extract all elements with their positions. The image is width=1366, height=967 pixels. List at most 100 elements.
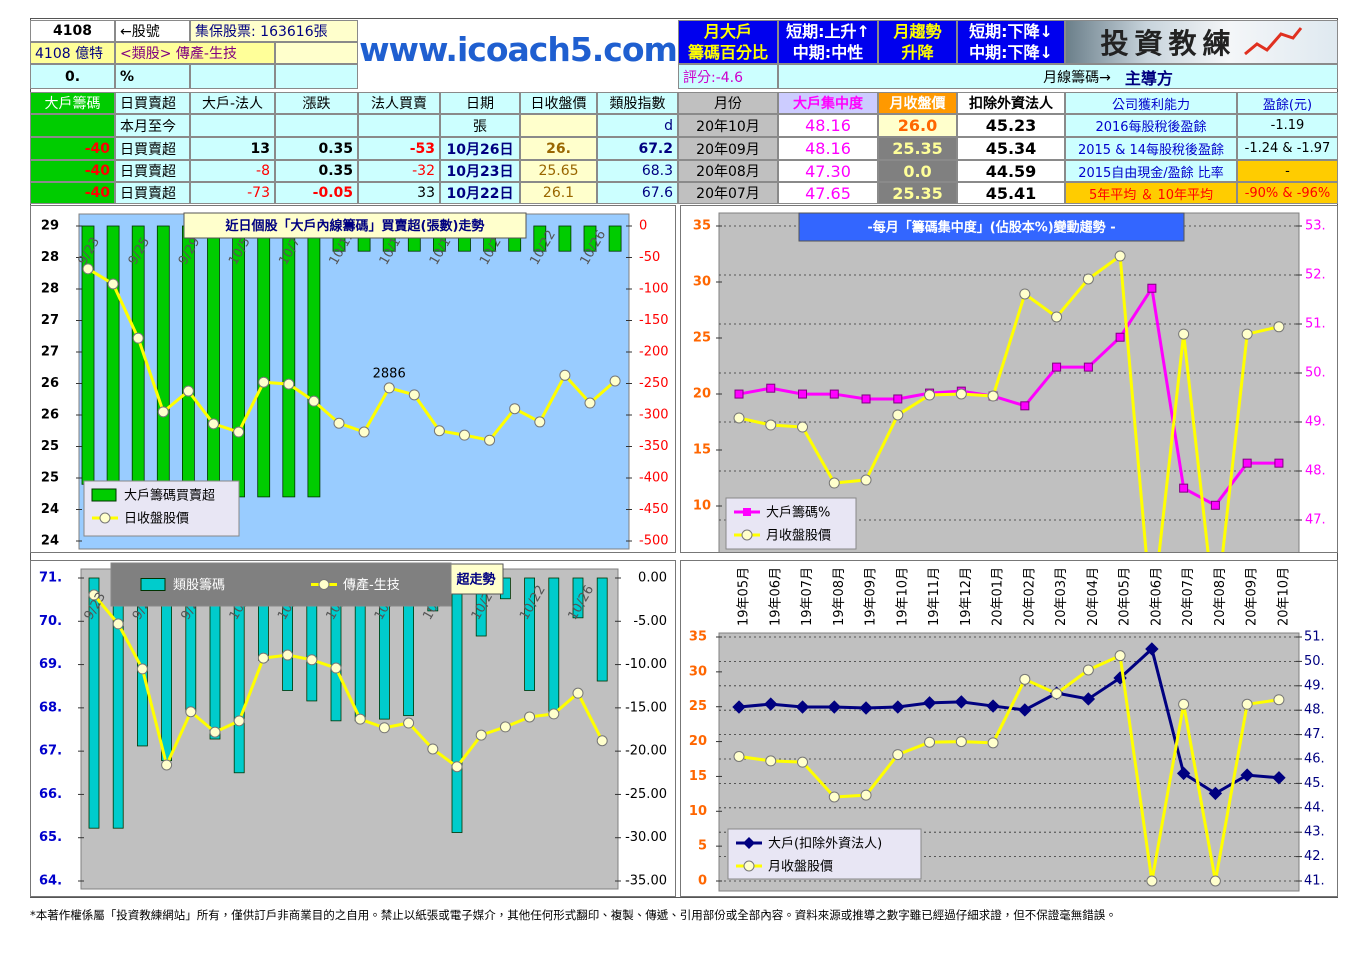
marker	[427, 743, 439, 755]
line	[738, 284, 1279, 508]
table-header-cell: 扣除外資法人	[957, 92, 1065, 114]
legend-swatch	[743, 837, 755, 849]
y-tick-label: 25	[689, 699, 707, 714]
legend-box	[725, 497, 857, 550]
table-cell: 日買賣超	[115, 182, 190, 204]
bar	[307, 225, 321, 498]
y2-tick-label: 0	[639, 219, 647, 234]
x-tick-label: 20年08月	[1213, 567, 1228, 626]
site-url: www.icoach5.com	[359, 30, 678, 69]
bar	[257, 225, 271, 498]
marker	[922, 696, 937, 710]
legend-swatch	[99, 512, 111, 524]
marker	[107, 278, 119, 290]
y2-tick-label: -450	[639, 502, 669, 517]
x-tick-label: 19年08月	[832, 567, 847, 626]
blank-cell	[275, 42, 358, 64]
big-holder-title: 月大戶 籌碼百分比	[678, 20, 778, 64]
bar	[548, 577, 560, 712]
plot-area	[718, 632, 1300, 892]
x-tick-label: 20年06月	[1149, 567, 1164, 626]
marker	[859, 701, 873, 715]
marker	[1240, 768, 1254, 782]
chart-stock-chips: 29 28 28 27 27 26 26 25 25 24 24 0 -50 -100 -150 -200 -2…	[30, 205, 676, 553]
table-cell: 10月22日	[440, 182, 520, 204]
x-tick-label: 20年02月	[1022, 567, 1037, 626]
marker	[892, 409, 904, 421]
y-tick-label: 64.	[39, 874, 62, 889]
table-cell: 26.1	[520, 182, 597, 204]
table-cell: 45.34	[957, 137, 1065, 160]
marker	[1081, 692, 1096, 706]
legend-label: 大戶籌碼買賣超	[124, 489, 215, 504]
y2-tick-label: 44.	[1304, 800, 1325, 815]
marker	[509, 403, 521, 415]
blank-cell	[190, 64, 275, 89]
marker	[1082, 664, 1094, 676]
table-header-cell: 法人買賣	[358, 92, 440, 114]
y2-tick-label: 50.	[1304, 654, 1325, 669]
marker	[596, 735, 608, 747]
x-tick-label: 19年06月	[768, 567, 783, 626]
marker	[330, 662, 342, 674]
y2-tick-label: -250	[639, 376, 669, 391]
table-cell: 20年09月	[678, 137, 778, 160]
dominant: 主導方	[1124, 68, 1173, 88]
marker	[893, 394, 903, 404]
y-tick-label: 10	[693, 499, 711, 514]
marker	[1147, 283, 1157, 293]
table-header-cell: 漲跌	[275, 92, 358, 114]
marker	[584, 397, 596, 409]
sector: <類股> 傳產-生技	[115, 42, 275, 64]
stock-name: 4108 億特	[30, 42, 115, 64]
y-tick-label: 30	[693, 275, 711, 290]
marker	[1083, 362, 1093, 372]
marker	[1178, 698, 1190, 710]
y2-tick-label: 52.	[1305, 268, 1326, 283]
marker	[378, 722, 390, 734]
marker	[1273, 694, 1285, 706]
marker	[333, 417, 345, 429]
chart-monthly-concentration: 35 30 25 20 15 10 53. 52. 51. 50. 49. 48. 47. -每月「籌碼集…	[680, 205, 1338, 553]
legend-box	[727, 828, 922, 880]
legend-label: 日收盤股價	[124, 512, 189, 527]
table-cell: 13	[190, 137, 275, 160]
x-tick-label: 20年10月	[1276, 567, 1291, 626]
marker	[258, 376, 270, 388]
legend-label: 傳產-生技	[343, 577, 400, 593]
marker	[82, 263, 94, 275]
marker	[459, 429, 470, 441]
marker	[132, 332, 144, 344]
chart-sector-chips: 71. 70. 69. 68. 67. 66. 65. 64. 0.00 -5.00 -10.00 -…	[30, 560, 676, 897]
marker	[1241, 698, 1253, 710]
marker	[1146, 875, 1158, 887]
bar	[451, 577, 463, 833]
marker	[1145, 642, 1159, 656]
title-line: 月大戶	[703, 22, 752, 41]
legend-swatch	[743, 860, 755, 872]
y-tick-label: 10	[689, 804, 707, 819]
marker	[955, 388, 967, 400]
marker	[182, 385, 194, 397]
table-cell: 20年10月	[678, 114, 778, 137]
marker	[136, 663, 148, 675]
x-tick-label: 20年03月	[1054, 567, 1069, 626]
marker	[987, 390, 999, 402]
table-cell: 68.3	[597, 160, 678, 182]
marker	[1114, 250, 1126, 262]
line	[738, 653, 1280, 882]
marker	[1272, 771, 1286, 785]
bar	[207, 225, 220, 498]
table-cell: 日買賣超	[115, 137, 190, 160]
y2-tick-label: 43.	[1304, 825, 1325, 840]
marker	[1019, 673, 1031, 685]
table-cell: 47.65	[778, 182, 878, 204]
table-header-cell: 大戶-法人	[190, 92, 275, 114]
marker	[924, 736, 936, 748]
marker	[559, 369, 571, 381]
y-tick-label: 5	[698, 839, 707, 854]
marker	[308, 395, 320, 407]
legend-label: 月收盤股價	[766, 529, 831, 544]
marker	[891, 700, 905, 714]
